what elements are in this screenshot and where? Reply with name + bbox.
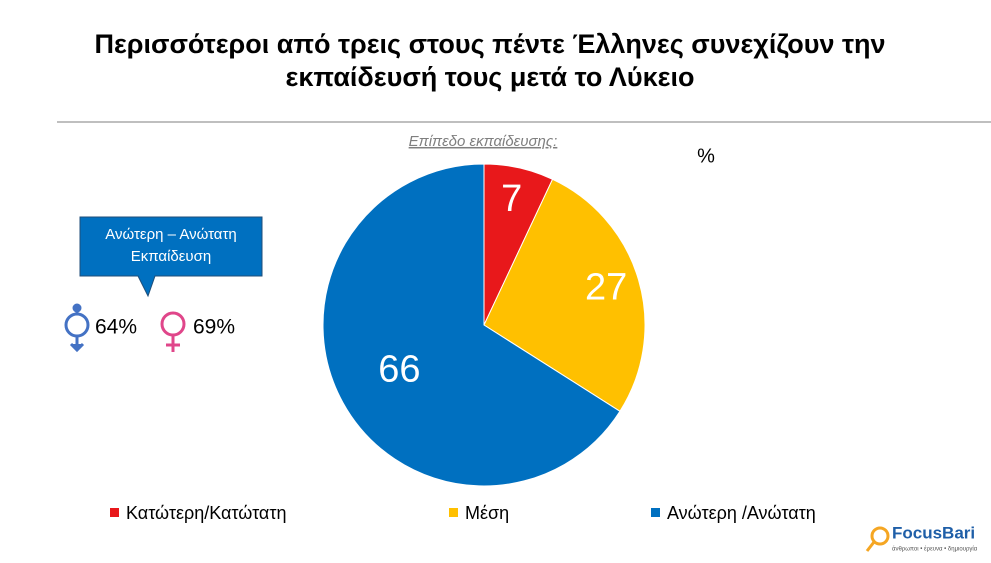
subtitle: Επίπεδο εκπαίδευσης:	[409, 133, 558, 150]
male-icon	[64, 303, 90, 353]
value-label: 27	[585, 267, 627, 309]
callout-text: Ανώτερη – Ανώτατη Εκπαίδευση	[105, 226, 237, 265]
logo-icon-handle	[865, 541, 876, 552]
pie-slice	[322, 163, 621, 487]
logo-name: FocusBari	[892, 523, 975, 542]
legend-label: Κατώτερη/Κατώτατη	[126, 503, 286, 523]
callout-box	[79, 216, 263, 298]
logo-icon	[870, 526, 890, 546]
women-value: 69%	[193, 316, 235, 339]
female-icon	[160, 311, 186, 352]
legend-swatch	[449, 508, 458, 517]
legend-label: Ανώτερη /Ανώτατη	[667, 503, 816, 523]
legend-swatch	[110, 508, 119, 517]
value-label: 66	[378, 349, 420, 391]
men-value: 64%	[95, 316, 137, 339]
callout-wrap: Ανώτερη – Ανώτατη Εκπαίδευση	[105, 226, 237, 265]
title: Περισσότεροι από τρεις στους πέντε Έλλην…	[94, 29, 886, 92]
legend-label: Μέση	[465, 503, 509, 523]
pie: 7 27 66	[322, 163, 646, 487]
legend-swatch	[651, 508, 660, 517]
legend: Κατώτερη/Κατώτατη Μέση Ανώτερη /Ανώτατη	[110, 503, 816, 523]
pie-slice	[483, 178, 646, 412]
value-label: 7	[501, 178, 522, 220]
unit-label: %	[697, 145, 715, 167]
logo-tagline: άνθρωποι • έρευνα • δημιουργία	[892, 546, 978, 553]
